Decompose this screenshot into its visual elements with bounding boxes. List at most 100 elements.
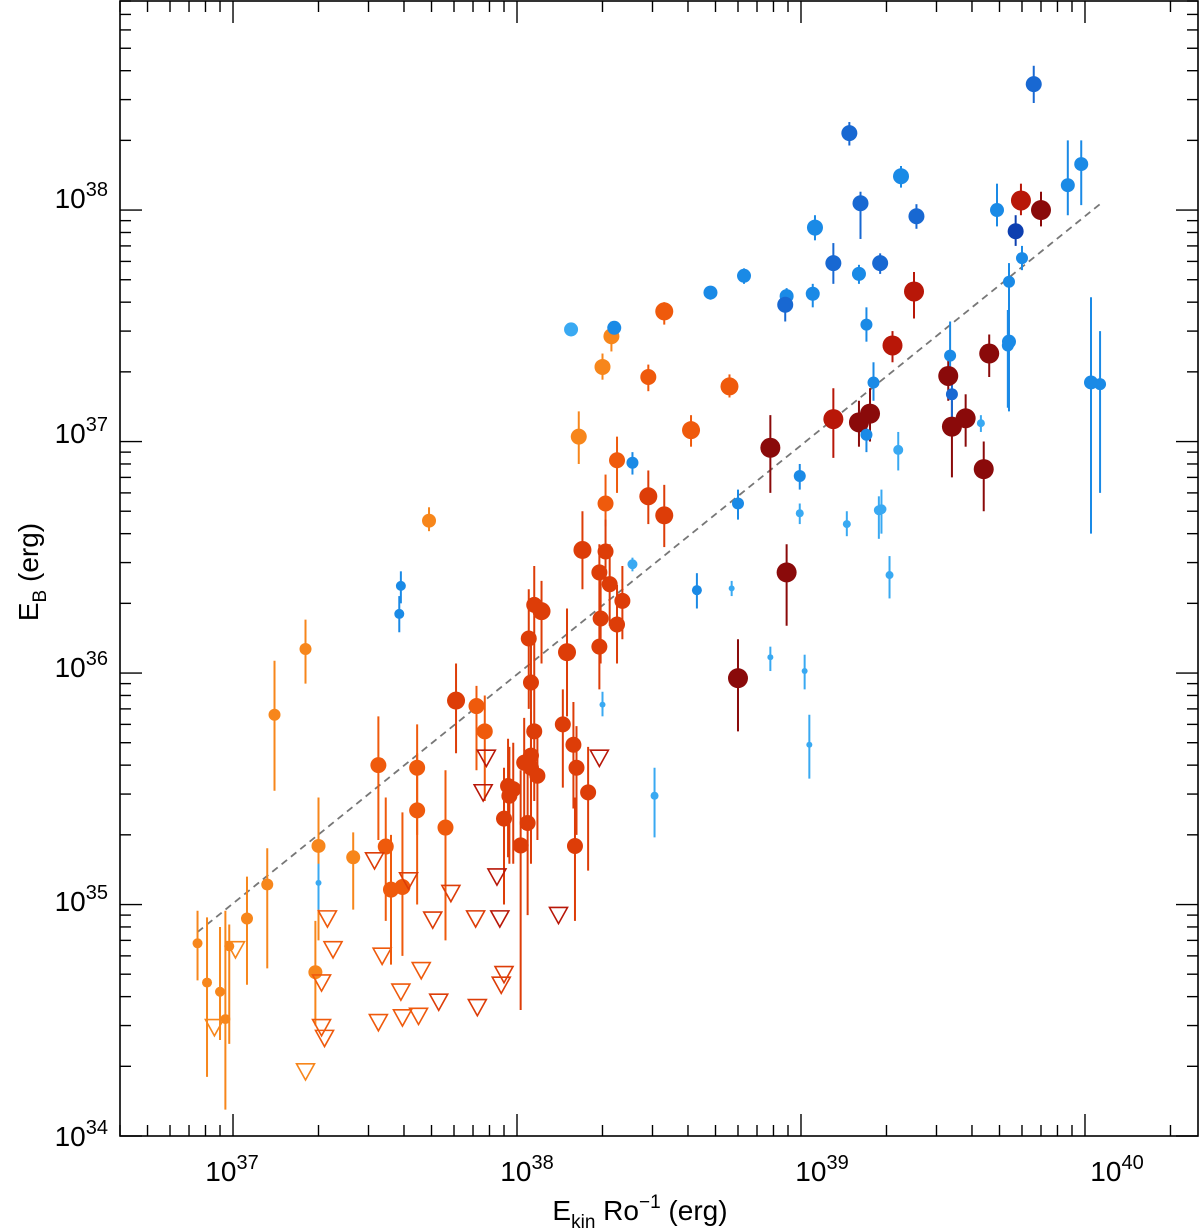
data-point [409, 759, 426, 776]
y-tick-label: 1037 [55, 414, 108, 449]
data-point [394, 608, 405, 619]
upper-limit-marker [489, 910, 511, 929]
data-point [860, 403, 881, 424]
upper-limit-marker [490, 976, 512, 995]
data-point [1015, 252, 1028, 265]
data-point [640, 369, 657, 386]
data-point [501, 787, 518, 804]
y-tick-label: 1038 [55, 179, 108, 214]
data-point [904, 281, 925, 302]
x-tick-label: 1039 [795, 1152, 848, 1187]
upper-limit-marker [371, 947, 393, 967]
data-point [882, 335, 903, 356]
data-point [973, 459, 994, 480]
data-point [938, 365, 959, 386]
data-point [655, 302, 674, 321]
upper-limit-marker [398, 872, 419, 891]
data-point [795, 509, 804, 518]
data-point [215, 986, 226, 997]
data-point [311, 838, 326, 853]
data-point [565, 736, 582, 753]
x-tick-label: 1040 [1090, 1152, 1143, 1187]
fit-line-layer [196, 201, 1103, 933]
upper-limit-marker [225, 940, 246, 960]
major-ticks [120, 1, 1198, 1137]
data-point [573, 540, 592, 559]
data-point [1010, 190, 1031, 211]
data-point [597, 495, 614, 512]
data-point [806, 741, 813, 748]
data-point [760, 437, 781, 458]
data-point [825, 255, 842, 272]
upper-limit-marker [476, 749, 497, 769]
data-point [867, 376, 880, 389]
data-point [447, 691, 466, 710]
data-point [842, 520, 851, 529]
data-point [876, 504, 887, 515]
upper-limit-marker [493, 965, 515, 985]
data-point [1007, 223, 1024, 240]
upper-limit-marker [204, 1018, 225, 1038]
data-point [841, 125, 858, 142]
data-point [885, 571, 894, 580]
data-point [893, 168, 910, 185]
data-point [395, 580, 406, 591]
data-point [554, 716, 571, 733]
x-tick-labels: 1037 1038 1039 1040 [205, 1152, 1143, 1187]
data-point [731, 497, 744, 510]
data-point [650, 791, 659, 800]
upper-limit-marker [311, 1018, 332, 1038]
data-point [394, 879, 411, 896]
data-point [592, 610, 609, 627]
data-point [691, 585, 702, 596]
data-point [261, 878, 274, 891]
data-point [192, 938, 203, 949]
data-point [720, 377, 739, 396]
data-point [496, 810, 513, 827]
y-axis-title: EB (erg) [13, 523, 51, 621]
data-point [979, 343, 1000, 364]
data-point [976, 419, 985, 428]
upper-limit-marker [548, 906, 569, 926]
data-point [522, 674, 539, 691]
upper-limit-marker [392, 1009, 413, 1028]
data-point [860, 428, 873, 441]
data-point [639, 487, 658, 506]
data-point [823, 409, 844, 430]
data-point [437, 819, 454, 836]
minor-ticks [119, 0, 1198, 1136]
plot-frame [119, 0, 1199, 1137]
data-point [872, 255, 889, 272]
upper-limit-marker [486, 868, 508, 887]
data-point [591, 564, 608, 581]
data-point [626, 456, 639, 469]
upper-limit-marker [466, 998, 488, 1018]
data-point [627, 559, 638, 570]
data-point [597, 543, 614, 560]
data-point [520, 630, 537, 647]
upper-limit-marker [317, 910, 338, 929]
data-point [767, 654, 774, 661]
upper-limit-marker [465, 910, 486, 929]
data-point [1060, 178, 1075, 193]
upper-limit-marker [422, 911, 444, 930]
data-point [240, 912, 253, 925]
data-point [801, 668, 808, 675]
data-point [945, 388, 958, 401]
error-bars-layer [196, 65, 1102, 1110]
data-point [609, 452, 626, 469]
upper-limit-marker [410, 961, 432, 981]
fit-line [196, 201, 1103, 933]
data-point [516, 754, 533, 771]
data-point [570, 428, 587, 445]
data-point [1030, 200, 1051, 221]
upper-limit-marker [295, 1063, 316, 1082]
data-point [409, 802, 426, 819]
data-point [776, 562, 797, 583]
data-point [370, 757, 387, 774]
x-axis-title: Ekin Ro−1 (erg) [552, 1192, 727, 1228]
data-point [580, 784, 597, 801]
upper-limit-marker [472, 783, 494, 803]
data-point [893, 444, 904, 455]
data-point [728, 585, 735, 592]
